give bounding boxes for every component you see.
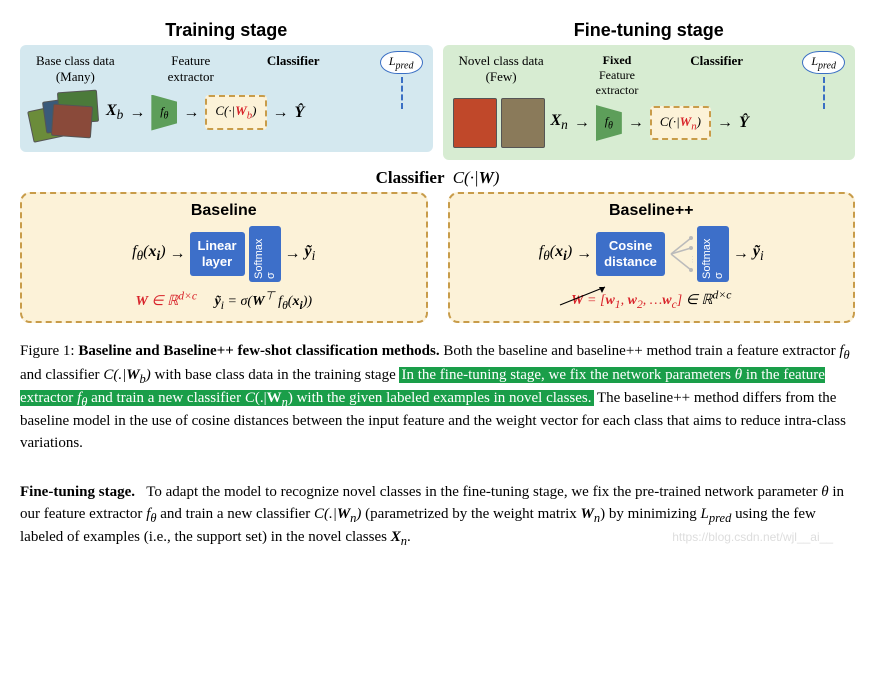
xb-symbol: Xb <box>106 102 123 123</box>
feature-extractor-icon: fθ <box>596 105 622 141</box>
finetune-title: Fine-tuning stage <box>443 20 856 41</box>
baseline-row: Baseline fθ(xi) → Linearlayer Softmax σ … <box>20 192 855 323</box>
fig-title: Baseline and Baseline++ few-shot classif… <box>78 343 439 359</box>
novel-data-label: Novel class data (Few) <box>459 53 544 98</box>
lpred-arrow <box>401 77 403 109</box>
watermark: https://blog.csdn.net/wjl__ai__ <box>672 530 833 544</box>
cap-p3: with base class data in the training sta… <box>151 367 400 383</box>
arrow-icon: → <box>129 104 145 122</box>
classifier-box: C(·|Wb) <box>205 95 266 130</box>
input-symbol: fθ(xi) <box>132 243 165 264</box>
output-symbol: ỹi <box>305 243 316 264</box>
output-symbol: ỹi <box>753 243 764 264</box>
figure-caption: Figure 1: Baseline and Baseline++ few-sh… <box>20 341 855 454</box>
cap-p1: Both the baseline and baseline++ method … <box>440 343 840 359</box>
training-col: Training stage Lpred Base class data (Ma… <box>20 20 433 160</box>
baseline-formula: W ∈ ℝd×c ỹi = σ(W⊤ fθ(xi)) <box>34 288 414 311</box>
fe-label: Feature extractor <box>168 53 214 85</box>
novel-image-row <box>453 98 545 148</box>
finetune-col: Fine-tuning stage Lpred Novel class data… <box>443 20 856 160</box>
arrow-icon: → <box>733 245 749 263</box>
fanout-icon: ⋮ <box>669 232 693 276</box>
classifier-box: C(·|Wn) <box>650 106 711 141</box>
yhat-symbol: Ŷ <box>739 114 749 132</box>
arrow-icon: → <box>183 104 199 122</box>
training-flow: Xb → fθ → C(·|Wb) → Ŷ <box>30 85 423 140</box>
softmax-block: Softmax σ <box>249 226 281 282</box>
novel-image-icon <box>453 98 497 148</box>
cap-p2: and classifier <box>20 367 103 383</box>
baseline-title: Baseline <box>34 202 414 220</box>
training-title: Training stage <box>20 20 433 41</box>
cls-label: Classifier <box>267 53 320 85</box>
arrow-icon: → <box>170 245 186 263</box>
para-heading: Fine-tuning stage. <box>20 484 135 500</box>
baselinepp-flow: fθ(xi) → Cosinedistance ⋮ Softmax σ → ỹi <box>462 226 842 282</box>
baselinepp-title: Baseline++ <box>462 202 842 220</box>
lpred-label: Lpred <box>802 51 845 74</box>
yhat-symbol: Ŷ <box>295 104 305 122</box>
cosine-block: Cosinedistance <box>596 232 665 275</box>
novel-image-icon <box>501 98 545 148</box>
base-data-label: Base class data (Many) <box>36 53 115 85</box>
lpred-label: Lpred <box>380 51 423 74</box>
arrow-icon: → <box>628 114 644 132</box>
baselinepp-box: Baseline++ fθ(xi) → Cosinedistance ⋮ Sof… <box>448 192 856 323</box>
linear-layer-block: Linearlayer <box>190 232 245 275</box>
stage-titles-row: Training stage Lpred Base class data (Ma… <box>20 20 855 160</box>
lpred-arrow <box>823 77 825 109</box>
baseline-flow: fθ(xi) → Linearlayer Softmax σ → ỹi <box>34 226 414 282</box>
page-wrapper: { "stages": { "training": { "title": "Tr… <box>20 20 855 550</box>
svg-text:⋮: ⋮ <box>689 255 693 264</box>
fixed-fe-label: FixedFeatureextractor <box>596 53 639 98</box>
training-box: Lpred Base class data (Many) Feature ext… <box>20 45 433 152</box>
baseline-box: Baseline fθ(xi) → Linearlayer Softmax σ … <box>20 192 428 323</box>
training-labels: Base class data (Many) Feature extractor… <box>30 53 423 85</box>
xn-symbol: Xn <box>551 112 568 133</box>
classifier-header: Classifier C(·|W) <box>20 168 855 188</box>
input-symbol: fθ(xi) <box>539 243 572 264</box>
arrow-icon: → <box>273 104 289 122</box>
arrow-icon: → <box>717 114 733 132</box>
w-arrow-icon <box>510 285 610 309</box>
base-image-stack <box>30 85 100 140</box>
finetune-labels: Novel class data (Few) FixedFeatureextra… <box>453 53 846 98</box>
arrow-icon: → <box>285 245 301 263</box>
arrow-icon: → <box>574 114 590 132</box>
finetune-flow: Xn → fθ → C(·|Wn) → Ŷ <box>453 98 846 148</box>
arrow-icon: → <box>576 245 592 263</box>
feature-extractor-icon: fθ <box>151 95 177 131</box>
cls-label: Classifier <box>690 53 743 98</box>
softmax-block: Softmax σ <box>697 226 729 282</box>
finetune-box: Lpred Novel class data (Few) FixedFeatur… <box>443 45 856 160</box>
fig-label: Figure 1: <box>20 343 75 359</box>
